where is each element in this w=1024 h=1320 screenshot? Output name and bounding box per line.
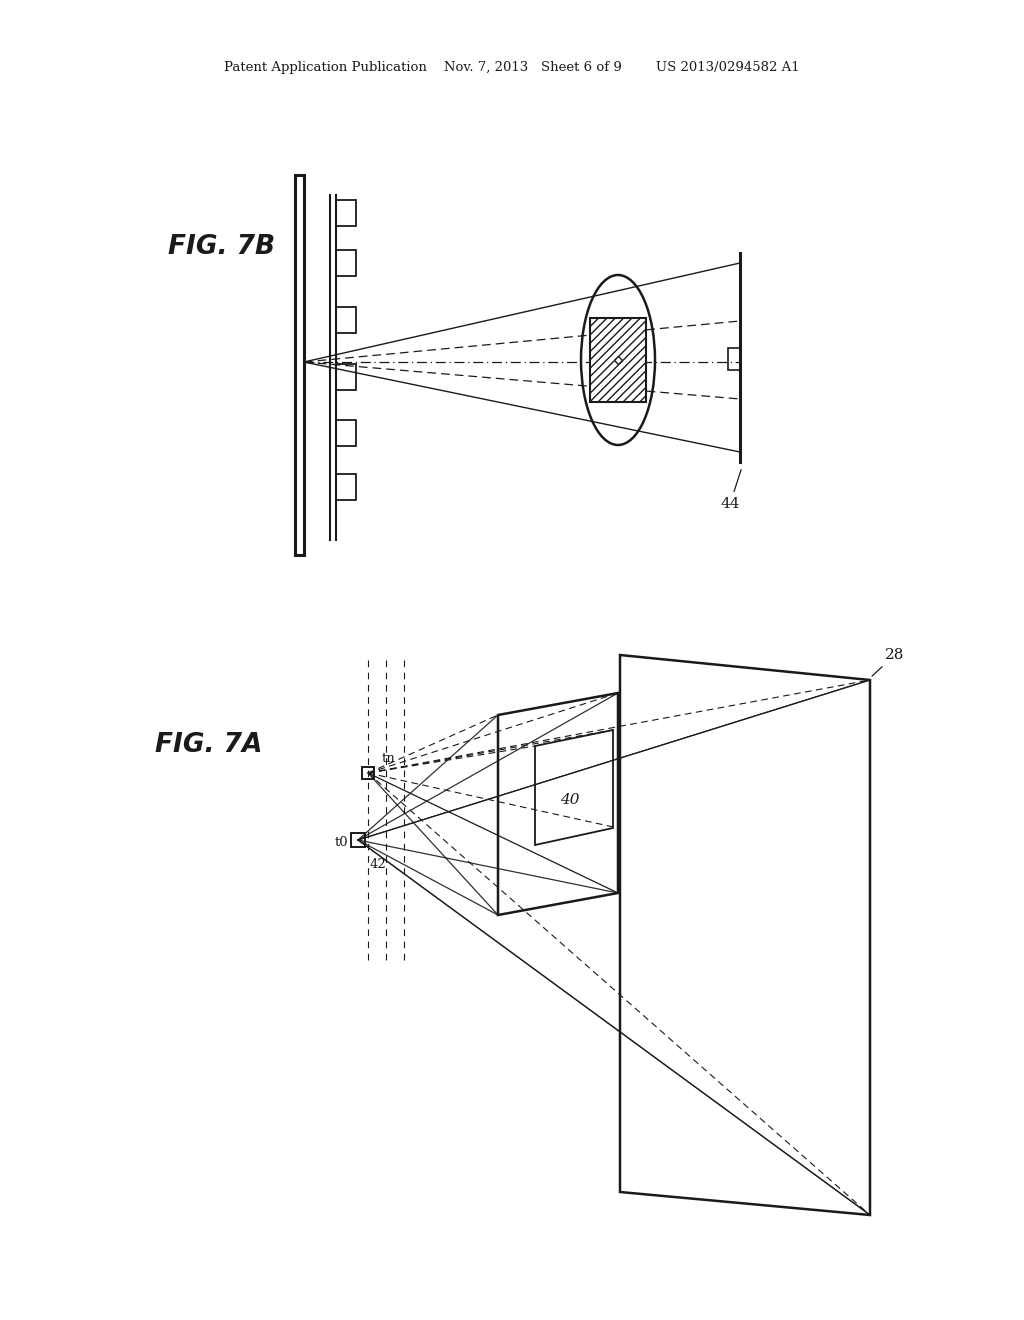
Bar xyxy=(362,767,374,779)
Text: 44: 44 xyxy=(720,470,741,511)
Text: Patent Application Publication    Nov. 7, 2013   Sheet 6 of 9        US 2013/029: Patent Application Publication Nov. 7, 2… xyxy=(224,62,800,74)
Text: 42: 42 xyxy=(370,858,387,871)
Bar xyxy=(336,364,356,389)
Bar xyxy=(351,833,365,847)
Bar xyxy=(590,318,646,403)
Bar xyxy=(728,348,740,370)
Bar xyxy=(336,201,356,226)
Bar xyxy=(336,474,356,500)
Text: FIG. 7A: FIG. 7A xyxy=(155,733,262,758)
Text: tn: tn xyxy=(382,752,395,766)
Bar xyxy=(295,176,304,554)
Bar xyxy=(336,249,356,276)
Text: FIG. 7B: FIG. 7B xyxy=(168,234,275,260)
Text: 40: 40 xyxy=(560,793,580,807)
Text: t0: t0 xyxy=(335,836,348,849)
Bar xyxy=(336,308,356,333)
Text: 28: 28 xyxy=(872,648,904,676)
Bar xyxy=(336,420,356,446)
